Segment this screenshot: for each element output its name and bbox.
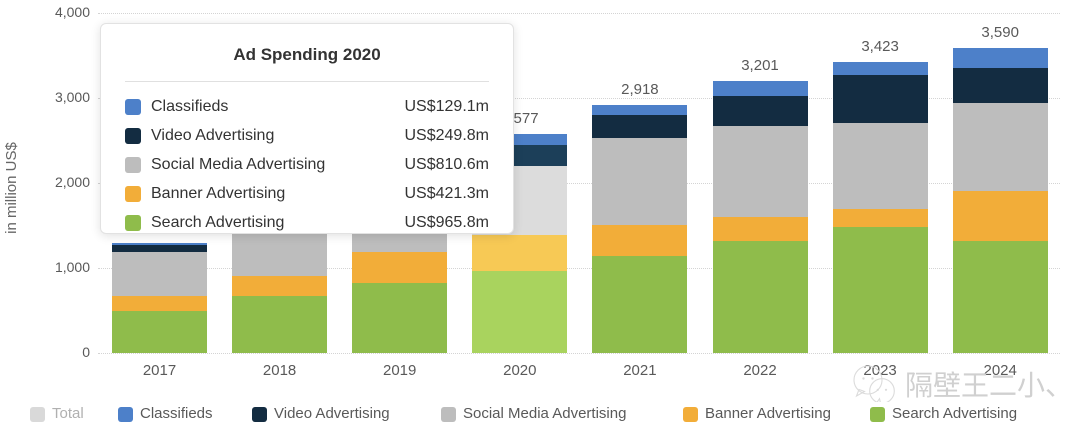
svg-text:隔壁王二小、: 隔壁王二小、 (905, 370, 1066, 401)
